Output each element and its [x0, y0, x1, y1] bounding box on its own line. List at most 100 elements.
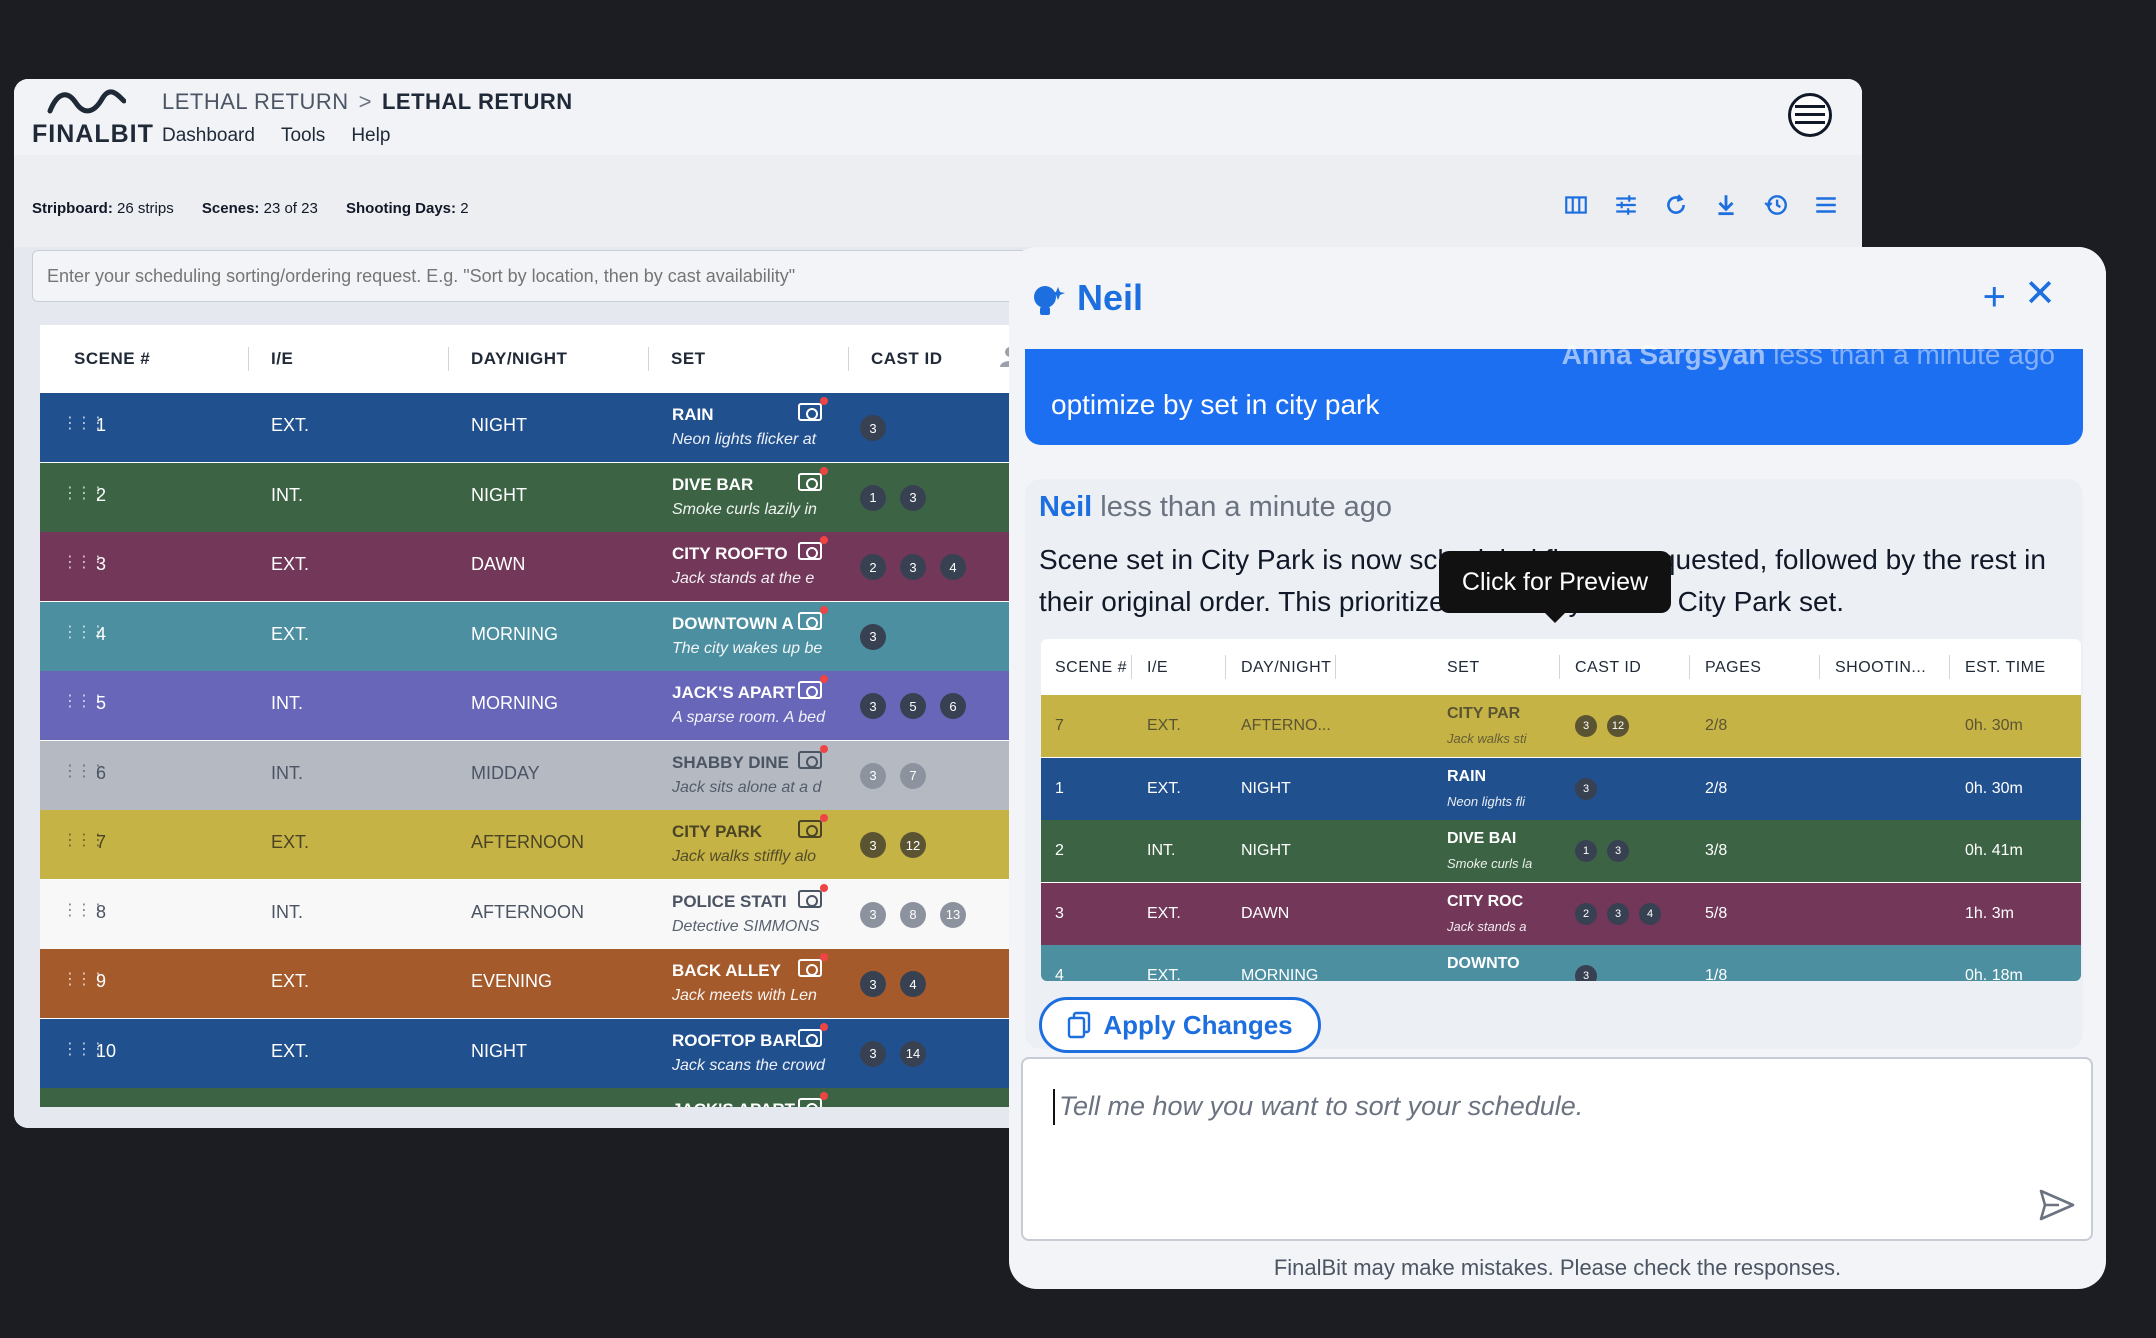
preview-est-time: 0h. 30m: [1965, 717, 2023, 734]
breadcrumb-project[interactable]: LETHAL RETURN: [162, 89, 349, 114]
apply-changes-button[interactable]: Apply Changes: [1039, 997, 1321, 1053]
preview-row[interactable]: 1 EXT. NIGHT RAIN Neon lights fli 3 2/8 0h. 30m: [1041, 757, 2081, 820]
camera-icon[interactable]: [798, 1092, 828, 1107]
drag-handle-icon[interactable]: ⋮⋮⋮: [62, 415, 106, 432]
cast-badge: 3: [860, 623, 886, 650]
menu-help[interactable]: Help: [351, 125, 391, 146]
camera-icon[interactable]: [798, 466, 828, 491]
composer-placeholder: Tell me how you want to sort your schedu…: [1059, 1091, 1584, 1121]
set-name: POLICE STATI: [672, 891, 787, 911]
preview-row[interactable]: 4 EXT. MORNING DOWNTO 3 1/8 0h. 18m: [1041, 945, 2081, 981]
sort-request-input[interactable]: [32, 250, 1092, 302]
download-icon[interactable]: [1712, 191, 1740, 219]
cast-badges: 3: [860, 623, 886, 650]
ie-cell: EXT.: [271, 415, 310, 435]
header-scene[interactable]: SCENE #: [74, 349, 151, 368]
cast-badge: 3: [860, 832, 886, 858]
sliders-icon[interactable]: [1612, 191, 1640, 219]
drag-handle-icon[interactable]: ⋮⋮⋮: [62, 693, 106, 710]
camera-icon[interactable]: [798, 675, 828, 699]
preview-row[interactable]: 7 EXT. AFTERNO... CITY PAR Jack walks sti 3 12…: [1041, 695, 2081, 757]
camera-icon[interactable]: [798, 1022, 828, 1047]
preview-cast-badges: 3: [1575, 777, 1597, 800]
preview-row[interactable]: 3 EXT. DAWN CITY ROC Jack stands a 2 3 4 5/8 1h. …: [1041, 882, 2081, 945]
ie-cell: INT.: [271, 484, 304, 505]
camera-icon[interactable]: [798, 397, 828, 421]
user-message-text: optimize by set in city park: [1051, 389, 1380, 420]
scene-number: 8: [96, 901, 107, 922]
drag-handle-icon[interactable]: ⋮⋮⋮: [62, 1040, 106, 1058]
set-description: The city wakes up be: [672, 639, 823, 657]
new-chat-plus-icon[interactable]: +: [1982, 275, 2006, 319]
chat-title: Neil: [1077, 277, 1144, 318]
header-daynight[interactable]: DAY/NIGHT: [471, 349, 568, 368]
preview-est-time: 1h. 3m: [1965, 904, 2014, 922]
scene-number: 2: [96, 484, 107, 505]
drag-handle-icon[interactable]: ⋮⋮⋮: [62, 484, 106, 502]
finalbit-logo[interactable]: FINALBIT: [32, 87, 153, 151]
preview-table[interactable]: SCENE # I/E DAY/NIGHT SET CAST ID PAGES …: [1041, 639, 2081, 981]
preview-daynight: AFTERNO...: [1241, 717, 1331, 734]
drag-handle-icon[interactable]: ⋮⋮⋮: [62, 832, 106, 849]
cast-badges: 3 14: [860, 1040, 926, 1067]
logo-wave-icon: [47, 89, 126, 114]
preview-set: CITY PAR: [1447, 705, 1521, 722]
cast-badge: 13: [940, 901, 966, 928]
set-description: Jack meets with Len: [672, 987, 817, 1004]
ie-cell: INT.: [271, 693, 304, 713]
camera-icon[interactable]: [798, 536, 828, 560]
drag-handle-icon[interactable]: ⋮⋮⋮: [62, 971, 106, 988]
menu-dashboard[interactable]: Dashboard: [162, 125, 255, 146]
drag-handle-icon[interactable]: ⋮⋮⋮: [62, 623, 106, 641]
preview-header-est-time: EST. TIME: [1965, 659, 2046, 676]
chat-composer-input[interactable]: Tell me how you want to sort your schedu…: [1021, 1057, 2093, 1241]
cast-badge: 6: [940, 693, 966, 719]
menu-icon[interactable]: [1812, 191, 1840, 219]
ie-cell: EXT.: [271, 554, 310, 574]
cast-badge: 3: [860, 415, 886, 441]
camera-icon[interactable]: [798, 605, 828, 630]
header-ie[interactable]: I/E: [271, 349, 294, 368]
preview-est-time: 0h. 41m: [1965, 842, 2023, 859]
columns-icon[interactable]: [1562, 191, 1590, 219]
camera-icon[interactable]: [798, 744, 828, 769]
top-menu: Dashboard Tools Help: [162, 125, 390, 147]
send-icon[interactable]: [2039, 1189, 2075, 1221]
header-set[interactable]: SET: [671, 349, 706, 368]
cast-badges: 3 12: [860, 832, 926, 858]
preview-ie: INT.: [1147, 842, 1176, 859]
drag-handle-icon[interactable]: ⋮⋮⋮: [62, 554, 106, 571]
scene-number: 3: [96, 554, 107, 574]
preview-ie: EXT.: [1147, 967, 1181, 981]
close-icon[interactable]: ✕: [2024, 273, 2056, 315]
preview-ie: EXT.: [1147, 904, 1181, 922]
summary-bar: [14, 155, 1862, 247]
drag-handle-icon[interactable]: ⋮⋮⋮: [62, 762, 106, 780]
scene-number: 6: [96, 762, 107, 783]
cast-badge: 7: [900, 762, 926, 789]
set-description: Jack walks stiffly alo: [672, 848, 817, 865]
preview-row[interactable]: 2 INT. NIGHT DIVE BAI Smoke curls la 1 3 3/8 0h.…: [1041, 820, 2081, 882]
camera-icon[interactable]: [798, 814, 828, 838]
camera-icon[interactable]: [798, 953, 828, 977]
preview-cast-badges: 3: [1575, 965, 1597, 981]
strip-row[interactable]: ⋮⋮⋮JACK'S APART: [40, 1088, 1240, 1107]
history-icon[interactable]: [1762, 191, 1790, 219]
camera-icon[interactable]: [798, 883, 828, 908]
drag-handle-icon[interactable]: ⋮⋮⋮: [62, 901, 106, 919]
menu-tools[interactable]: Tools: [280, 125, 326, 146]
header-cast-id[interactable]: CAST ID: [871, 349, 943, 368]
preview-header-daynight: DAY/NIGHT: [1241, 659, 1332, 676]
preview-header-scene: SCENE #: [1055, 659, 1127, 676]
cast-badge: 3: [900, 484, 926, 511]
set-name: DIVE BAR: [672, 474, 754, 494]
preview-tooltip: Click for Preview: [1439, 551, 1671, 623]
set-name: RAIN: [672, 405, 714, 424]
user-avatar-icon[interactable]: [1788, 93, 1832, 137]
logo-text: FINALBIT: [32, 120, 154, 148]
refresh-icon[interactable]: [1662, 191, 1690, 219]
preview-header-set: SET: [1447, 659, 1480, 676]
